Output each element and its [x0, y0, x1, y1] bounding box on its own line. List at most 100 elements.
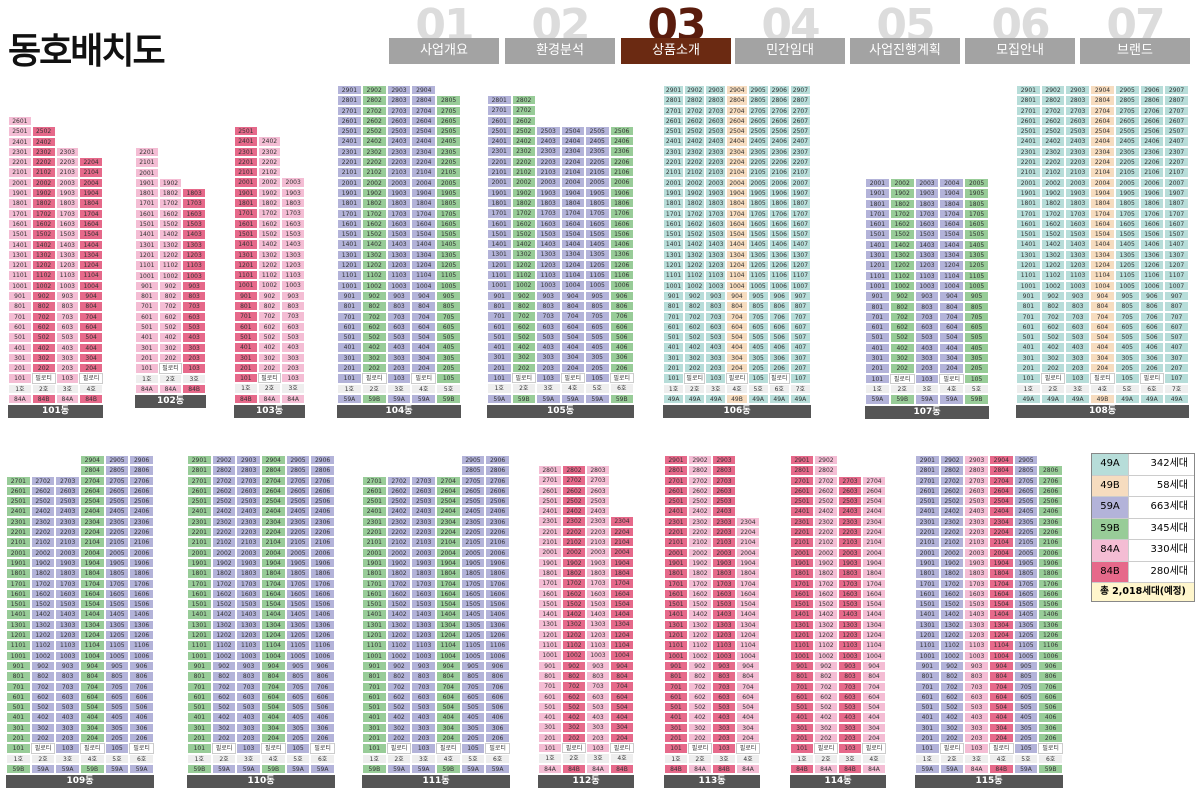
unit-cell: 1003	[536, 280, 561, 291]
unit-cell: 501	[915, 702, 940, 713]
unit-cell: 501	[663, 332, 685, 343]
unit-cell: 702	[158, 301, 183, 312]
unit-cell: 1802	[30, 568, 56, 579]
unit-cell: 103	[838, 743, 862, 754]
unit-cell: 1305	[460, 619, 486, 631]
unit-cell: 103	[964, 743, 989, 754]
unit-cell: 1805	[104, 568, 130, 579]
line-number-cell: 4호	[79, 753, 105, 764]
unit-cell: 1905	[285, 557, 311, 569]
unit-cell: 402	[361, 342, 387, 353]
unit-cell: 806	[129, 671, 154, 682]
unit-cell: 2701	[337, 105, 362, 116]
unit-cell: 203	[182, 352, 206, 364]
unit-cell: 203	[386, 363, 412, 374]
unit-cell: 2607	[1164, 115, 1189, 127]
floor-row: 801 802 803 804	[538, 670, 634, 682]
floor-row: 401 402 403 404	[664, 712, 760, 723]
unit-cell: 2803	[236, 465, 261, 476]
unit-cell: 2903	[705, 85, 727, 96]
unit-cell: 1204	[411, 260, 437, 271]
unit-cell: 2406	[129, 506, 154, 517]
unit-cell: 1602	[361, 218, 387, 230]
unit-cell: 303	[55, 352, 80, 364]
floor-row: 801 802 803 804	[790, 671, 886, 682]
unit-cell: 802	[684, 301, 706, 312]
unit-type-cell: 84B	[79, 394, 103, 405]
unit-cell: 105	[460, 743, 486, 754]
floor-row: 1801 1802 1803 1804	[8, 198, 103, 209]
unit-cell: 2002	[211, 547, 237, 558]
unit-cell: 2503	[705, 126, 727, 137]
unit-cell: 402	[1040, 342, 1066, 353]
unit-cell: 703	[182, 301, 206, 312]
floor-row: 2601	[8, 116, 103, 127]
unit-cell: 806	[768, 301, 790, 312]
unit-cell: 704	[1090, 311, 1115, 322]
building-105동: 2801 2802 2701 2702 2601 2602 2501 2502 2503 2504…	[487, 95, 634, 418]
unit-cell: 2305	[104, 516, 130, 528]
line-number-cell: 5호	[285, 753, 311, 764]
unit-cell: 2606	[1038, 485, 1063, 497]
unit-cell: 1004	[435, 650, 461, 661]
unit-cell: 806	[609, 300, 634, 312]
tab-02[interactable]: 02 환경분석	[505, 4, 615, 64]
unit-cell: 1406	[310, 609, 335, 620]
unit-cell: 2401	[1016, 136, 1041, 147]
unit-cell: 502	[386, 702, 412, 713]
unit-cell: 2706	[485, 475, 510, 486]
unit-cell: 1403	[411, 609, 436, 620]
floor-row: 701 702 703 704 705 706 707	[663, 311, 811, 322]
unit-cell: 304	[610, 722, 634, 733]
unit-cell: 1501	[135, 219, 159, 230]
unit-cell: 502	[1040, 332, 1066, 343]
tab-03[interactable]: 03 상품소개	[621, 4, 731, 64]
tab-01[interactable]: 01 사업개요	[389, 4, 499, 64]
unit-cell: 1902	[939, 557, 965, 569]
unit-cell: 1002	[211, 650, 237, 661]
unit-cell: 1401	[915, 609, 940, 620]
unit-cell: 806	[485, 671, 510, 682]
unit-cell: 1205	[460, 630, 486, 641]
unit-cell: 604	[1090, 321, 1115, 333]
unit-cell: 2802	[939, 465, 965, 476]
pilotis-cell: 필로티	[688, 743, 712, 754]
floor-row: 1701 1702 1703 1704 1705 1706	[915, 578, 1063, 589]
tab-06[interactable]: 06 모집안내	[965, 4, 1075, 64]
unit-cell: 2505	[747, 126, 769, 137]
line-number-cell: 5호	[747, 383, 769, 394]
tab-05[interactable]: 05 사업진행계획	[850, 4, 960, 64]
unit-cell: 1202	[511, 259, 536, 271]
floor-row: 101 필로티 103 필로티 105 필로티	[487, 373, 634, 384]
floor-row: 1601 1602 1603 1604 1605	[865, 219, 989, 230]
unit-cell: 2401	[187, 506, 212, 517]
unit-cell: 101	[865, 373, 890, 384]
unit-cell: 2501	[187, 496, 212, 507]
floor-row: 601 602 603 604	[8, 321, 103, 333]
tab-04[interactable]: 04 민간임대	[735, 4, 845, 64]
unit-cell: 202	[386, 733, 412, 744]
line-number-cell: 3호	[411, 753, 436, 764]
unit-cell: 304	[736, 722, 760, 734]
unit-cell: 706	[485, 681, 510, 692]
tab-07[interactable]: 07 브랜드	[1080, 4, 1190, 64]
unit-cell: 1905	[1114, 187, 1140, 199]
unit-cell: 2901	[187, 455, 212, 466]
unit-cell: 601	[865, 322, 890, 333]
unit-cell: 1303	[386, 249, 412, 261]
unit-cell: 2202	[386, 527, 412, 538]
unit-cell: 2304	[435, 516, 461, 528]
unit-cell: 704	[939, 311, 965, 323]
unit-cell: 1002	[939, 650, 965, 661]
unit-cell: 502	[562, 701, 586, 713]
unit-cell: 304	[411, 352, 437, 364]
unit-cell: 803	[182, 291, 206, 302]
unit-cell: 502	[31, 332, 56, 343]
unit-cell: 2803	[964, 465, 989, 476]
unit-cell: 2502	[511, 125, 536, 137]
empty-cell	[387, 455, 412, 465]
unit-cell: 2304	[1090, 146, 1115, 158]
unit-cell: 2506	[1139, 126, 1165, 137]
unit-cell: 2902	[814, 455, 838, 466]
unit-cell: 2702	[684, 105, 706, 116]
